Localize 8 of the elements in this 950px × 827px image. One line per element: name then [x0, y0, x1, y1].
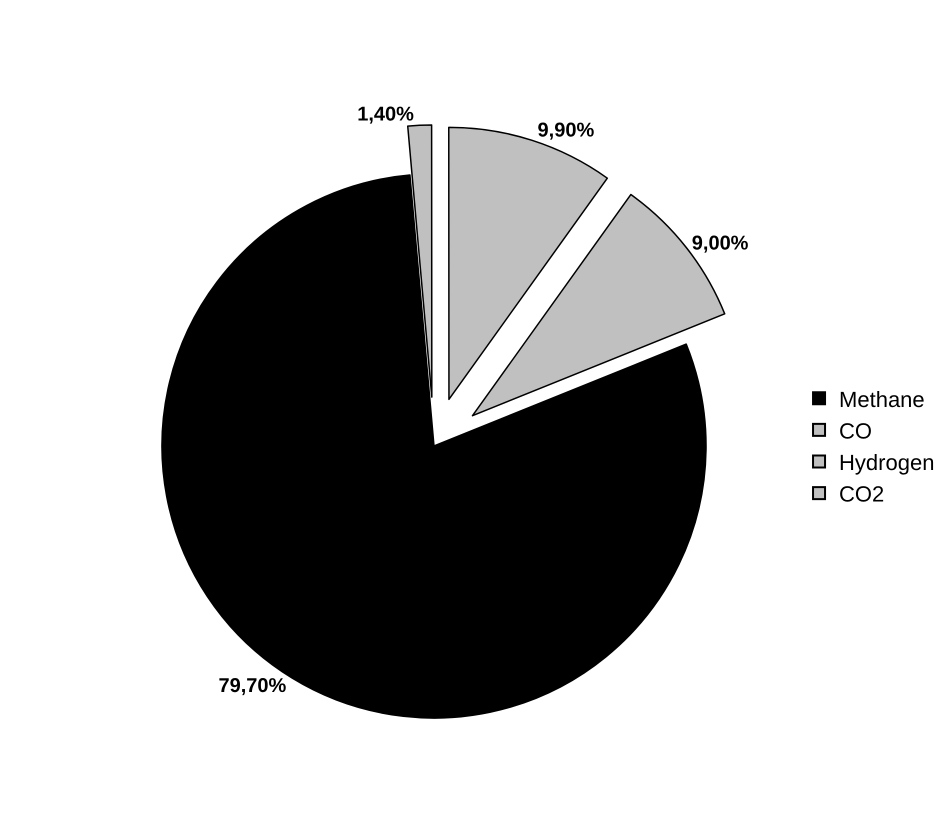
data-label: 1,40% [357, 103, 414, 126]
legend-label: CO2 [839, 482, 884, 507]
legend-label: Hydrogen [839, 450, 934, 476]
data-label: 9,90% [538, 119, 594, 142]
data-label: 79,70% [218, 675, 287, 698]
legend-label: CO [839, 418, 872, 444]
data-label: 9,00% [692, 232, 749, 254]
legend-label: Methane [839, 386, 925, 412]
